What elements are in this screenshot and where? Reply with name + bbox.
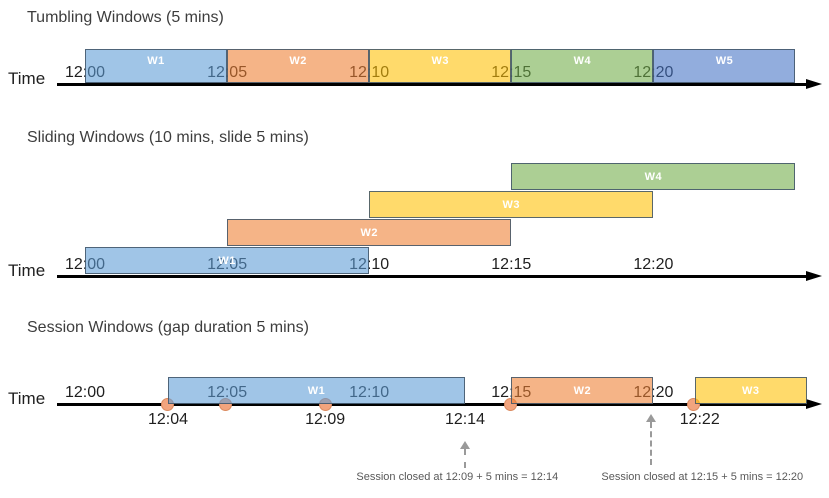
window-w5: W5 (653, 49, 796, 83)
window-w1: W1 (85, 247, 370, 274)
axis-tick-label: 12:00 (64, 384, 106, 401)
window-w4: W4 (511, 163, 796, 190)
time-axis-arrowhead (806, 398, 822, 409)
session-callout-text: Session closed at 12:09 + 5 mins = 12:14 (356, 471, 559, 483)
callout-arrow-head (646, 414, 657, 422)
window-label: W2 (360, 226, 378, 239)
window-label: W1 (307, 384, 326, 397)
axis-tick-label: 12:15 (491, 256, 532, 273)
time-axis-line (57, 403, 807, 406)
window-label: W4 (573, 55, 592, 67)
window-label: W1 (218, 254, 236, 267)
window-label: W1 (147, 55, 165, 67)
time-axis-line (57, 83, 807, 86)
time-axis-label: Time (8, 261, 46, 280)
window-label: W5 (715, 55, 734, 67)
session-callout-text: Session closed at 12:15 + 5 mins = 12:20 (601, 471, 804, 483)
section-title: Session Windows (gap duration 5 mins) (27, 319, 309, 336)
window-w1: W1 (167, 377, 465, 404)
time-axis-arrowhead (806, 270, 822, 281)
window-w3: W3 (369, 191, 654, 218)
window-w3: W3 (694, 377, 807, 404)
window-w1: W1 (85, 49, 228, 83)
section-title: Tumbling Windows (5 mins) (27, 9, 224, 26)
window-w4: W4 (511, 49, 654, 83)
time-axis-line (57, 275, 807, 278)
time-axis-arrowhead (806, 78, 822, 89)
callout-arrow-head (459, 441, 470, 449)
window-w2: W2 (511, 377, 654, 404)
axis-tick-label: 12:20 (633, 256, 674, 273)
event-time-label: 12:14 (444, 411, 485, 428)
callout-arrow-shaft (650, 422, 653, 465)
callout-arrow-shaft (463, 449, 466, 468)
window-label: W3 (502, 198, 521, 211)
window-w3: W3 (369, 49, 512, 83)
event-time-label: 12:22 (679, 411, 720, 428)
window-label: W3 (741, 384, 760, 397)
section-title: Sliding Windows (10 mins, slide 5 mins) (27, 129, 309, 146)
time-axis-label: Time (8, 69, 46, 88)
time-axis-label: Time (8, 389, 46, 408)
window-w2: W2 (227, 49, 370, 83)
window-label: W3 (431, 55, 449, 67)
window-label: W2 (573, 384, 592, 397)
window-label: W2 (289, 55, 307, 67)
window-label: W4 (644, 170, 663, 183)
event-time-label: 12:04 (147, 411, 188, 428)
event-time-label: 12:09 (305, 411, 346, 428)
window-w2: W2 (227, 219, 512, 246)
